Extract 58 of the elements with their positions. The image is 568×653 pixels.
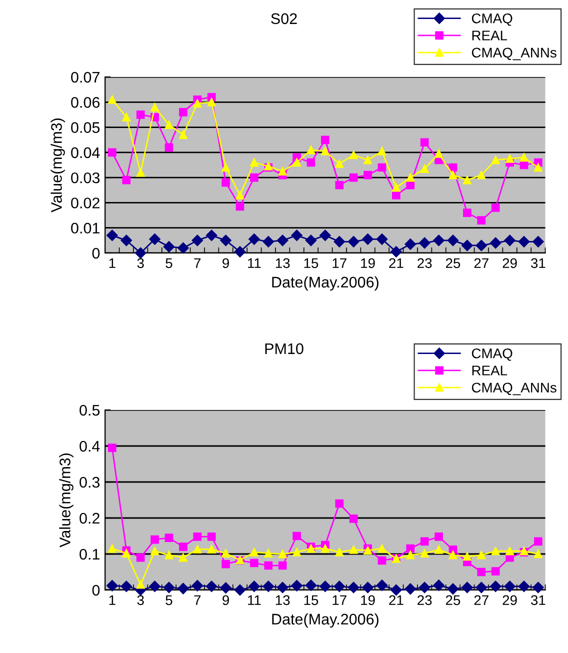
- x-tick-label: 9: [222, 258, 229, 268]
- x-tick-label: 15: [304, 595, 318, 606]
- chart-title: PM10: [265, 343, 304, 354]
- x-axis-title: Date(May.2006): [272, 613, 378, 628]
- x-tick-label: 7: [194, 258, 201, 268]
- legend-label: REAL: [472, 366, 508, 376]
- y-tick-label: 0.06: [71, 97, 100, 108]
- y-tick-label: 0.04: [71, 147, 100, 158]
- y-tick-label: 0.3: [80, 476, 100, 488]
- y-tick-label: 0: [92, 248, 100, 259]
- y-tick-label: 0.01: [71, 222, 100, 234]
- x-tick-label: 7: [194, 595, 201, 605]
- y-tick-label: 0: [92, 584, 100, 596]
- y-tick-label: 0.05: [71, 122, 100, 133]
- x-tick-label: 19: [361, 595, 375, 606]
- x-tick-label: 17: [332, 258, 346, 268]
- legend-label: CMAQ: [472, 348, 512, 361]
- x-tick-label: 27: [474, 595, 488, 605]
- x-tick-label: 11: [248, 258, 261, 268]
- x-tick-label: 21: [389, 595, 404, 605]
- x-tick-label: 27: [474, 258, 488, 268]
- x-axis-title: Date(May.2006): [272, 276, 378, 291]
- x-tick-label: 15: [304, 258, 318, 268]
- legend-label: CMAQ_ANNs: [472, 382, 556, 396]
- x-tick-label: 11: [248, 595, 261, 605]
- x-tick-label: 3: [137, 595, 144, 606]
- x-tick-label: 13: [276, 258, 290, 268]
- legend-label: CMAQ_ANNs: [472, 48, 556, 60]
- x-tick-label: 5: [166, 595, 172, 606]
- y-tick-label: 0.2: [80, 512, 100, 524]
- x-tick-label: 29: [502, 595, 517, 606]
- x-tick-label: 9: [222, 595, 229, 606]
- x-tick-label: 29: [502, 258, 517, 268]
- x-tick-label: 23: [418, 595, 432, 606]
- legend-label: REAL: [472, 30, 508, 40]
- y-axis-title: Value(mg/m3): [59, 454, 74, 548]
- legend-label: CMAQ: [472, 13, 512, 26]
- x-tick-label: 21: [389, 258, 404, 268]
- y-tick-label: 0.4: [80, 440, 100, 452]
- x-tick-label: 25: [446, 595, 460, 606]
- y-tick-label: 0.03: [71, 172, 100, 184]
- x-tick-label: 1: [109, 595, 116, 605]
- x-tick-label: 5: [166, 258, 172, 268]
- x-tick-label: 19: [361, 258, 375, 268]
- x-tick-label: 13: [276, 595, 290, 606]
- y-axis-title: Value(mg/m3): [50, 118, 65, 212]
- x-tick-label: 25: [446, 258, 460, 268]
- y-tick-label: 0.5: [80, 404, 100, 416]
- y-tick-label: 0.02: [71, 198, 100, 208]
- x-tick-label: 31: [530, 258, 546, 268]
- x-tick-label: 3: [137, 258, 144, 268]
- x-tick-label: 31: [530, 595, 546, 606]
- x-tick-label: 23: [418, 258, 432, 268]
- chart-title: S02: [271, 13, 297, 24]
- y-tick-label: 0.07: [71, 72, 100, 83]
- x-tick-label: 17: [332, 595, 346, 605]
- y-tick-label: 0.1: [80, 548, 100, 560]
- x-tick-label: 1: [109, 258, 116, 268]
